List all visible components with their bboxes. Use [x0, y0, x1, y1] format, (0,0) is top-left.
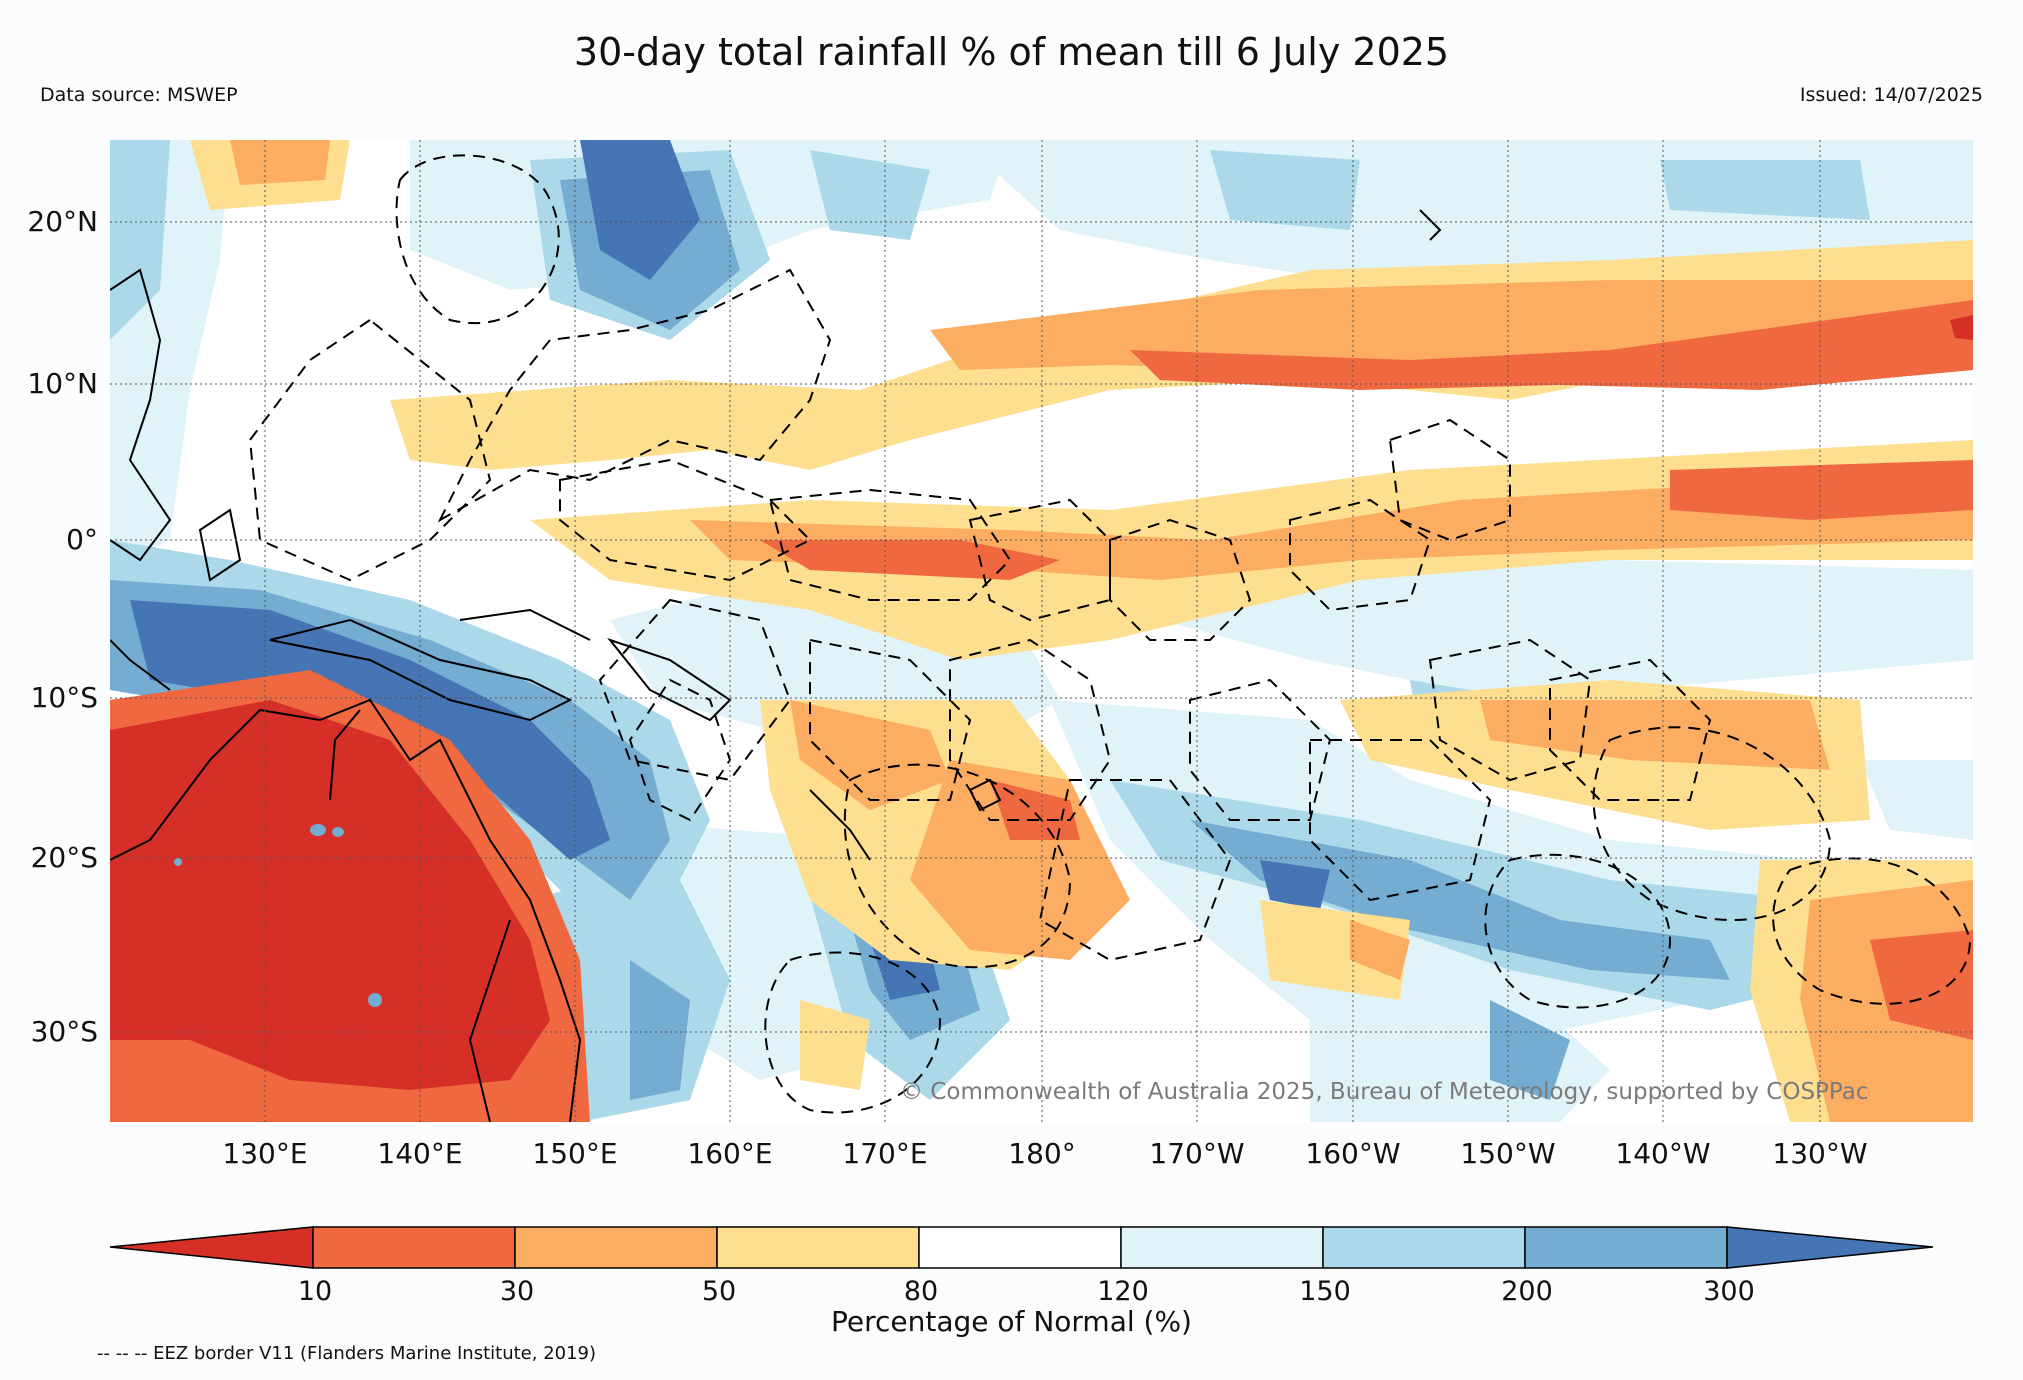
lon-label-130e: 130°E: [222, 1137, 308, 1170]
coastlines: [110, 209, 1442, 1122]
colorbar-bin-50-80: [716, 1226, 920, 1269]
colorbar-bin-200-300: [1524, 1226, 1728, 1269]
lon-label-170w: 170°W: [1149, 1137, 1245, 1170]
lon-label-150e: 150°E: [532, 1137, 618, 1170]
colorbar-extend-high: [1726, 1226, 1933, 1269]
graticule: [110, 140, 1973, 1122]
lat-label-10s: 10°S: [30, 681, 98, 714]
colorbar-tick: 150: [1299, 1276, 1351, 1307]
isolated-wet-spots: [174, 824, 382, 1007]
lon-label-160e: 160°E: [687, 1137, 773, 1170]
colorbar-bin-80-120: [918, 1226, 1122, 1269]
eez-borders: [248, 154, 1972, 1114]
colorbar-tick: 120: [1097, 1276, 1149, 1307]
colorbar-bin-10-30: [312, 1226, 516, 1269]
lat-label-30s: 30°S: [30, 1015, 98, 1048]
lon-label-140e: 140°E: [377, 1137, 463, 1170]
lat-label-10n: 10°N: [27, 367, 98, 400]
colorbar-bin-150-200: [1322, 1226, 1526, 1269]
colorbar-tick: 80: [903, 1276, 939, 1307]
lon-label-160w: 160°W: [1305, 1137, 1401, 1170]
issued-date-label: Issued: 14/07/2025: [1799, 84, 1983, 106]
lat-label-20n: 20°N: [27, 205, 98, 238]
data-source-label: Data source: MSWEP: [40, 84, 238, 106]
lat-label-20s: 20°S: [30, 841, 98, 874]
lon-label-170e: 170°E: [842, 1137, 928, 1170]
colorbar-tick: 50: [701, 1276, 737, 1307]
colorbar-title: Percentage of Normal (%): [831, 1305, 1192, 1338]
lon-label-140w: 140°W: [1615, 1137, 1711, 1170]
copyright-notice: © Commonwealth of Australia 2025, Bureau…: [900, 1079, 1869, 1105]
map-title: 30-day total rainfall % of mean till 6 J…: [573, 30, 1450, 74]
lon-label-180: 180°: [1008, 1137, 1076, 1170]
lon-label-150w: 150°W: [1460, 1137, 1556, 1170]
lon-label-130w: 130°W: [1772, 1137, 1868, 1170]
colorbar-bin-120-150: [1120, 1226, 1324, 1269]
lat-label-equator: 0°: [66, 523, 98, 556]
colorbar-tick: 300: [1703, 1276, 1755, 1307]
rainfall-map: [110, 140, 1973, 1122]
colorbar-bin-30-50: [514, 1226, 718, 1269]
colorbar-tick: 200: [1501, 1276, 1553, 1307]
wet-over-300-areas: [130, 140, 1330, 1000]
eez-legend-note: -- -- -- EEZ border V11 (Flanders Marine…: [97, 1343, 597, 1364]
colorbar-extend-low: [110, 1226, 314, 1269]
colorbar-tick: 30: [499, 1276, 535, 1307]
dry-under-10-areas: [110, 315, 1973, 1090]
colorbar-tick: 10: [297, 1276, 333, 1307]
colorbar: [110, 1226, 1933, 1269]
